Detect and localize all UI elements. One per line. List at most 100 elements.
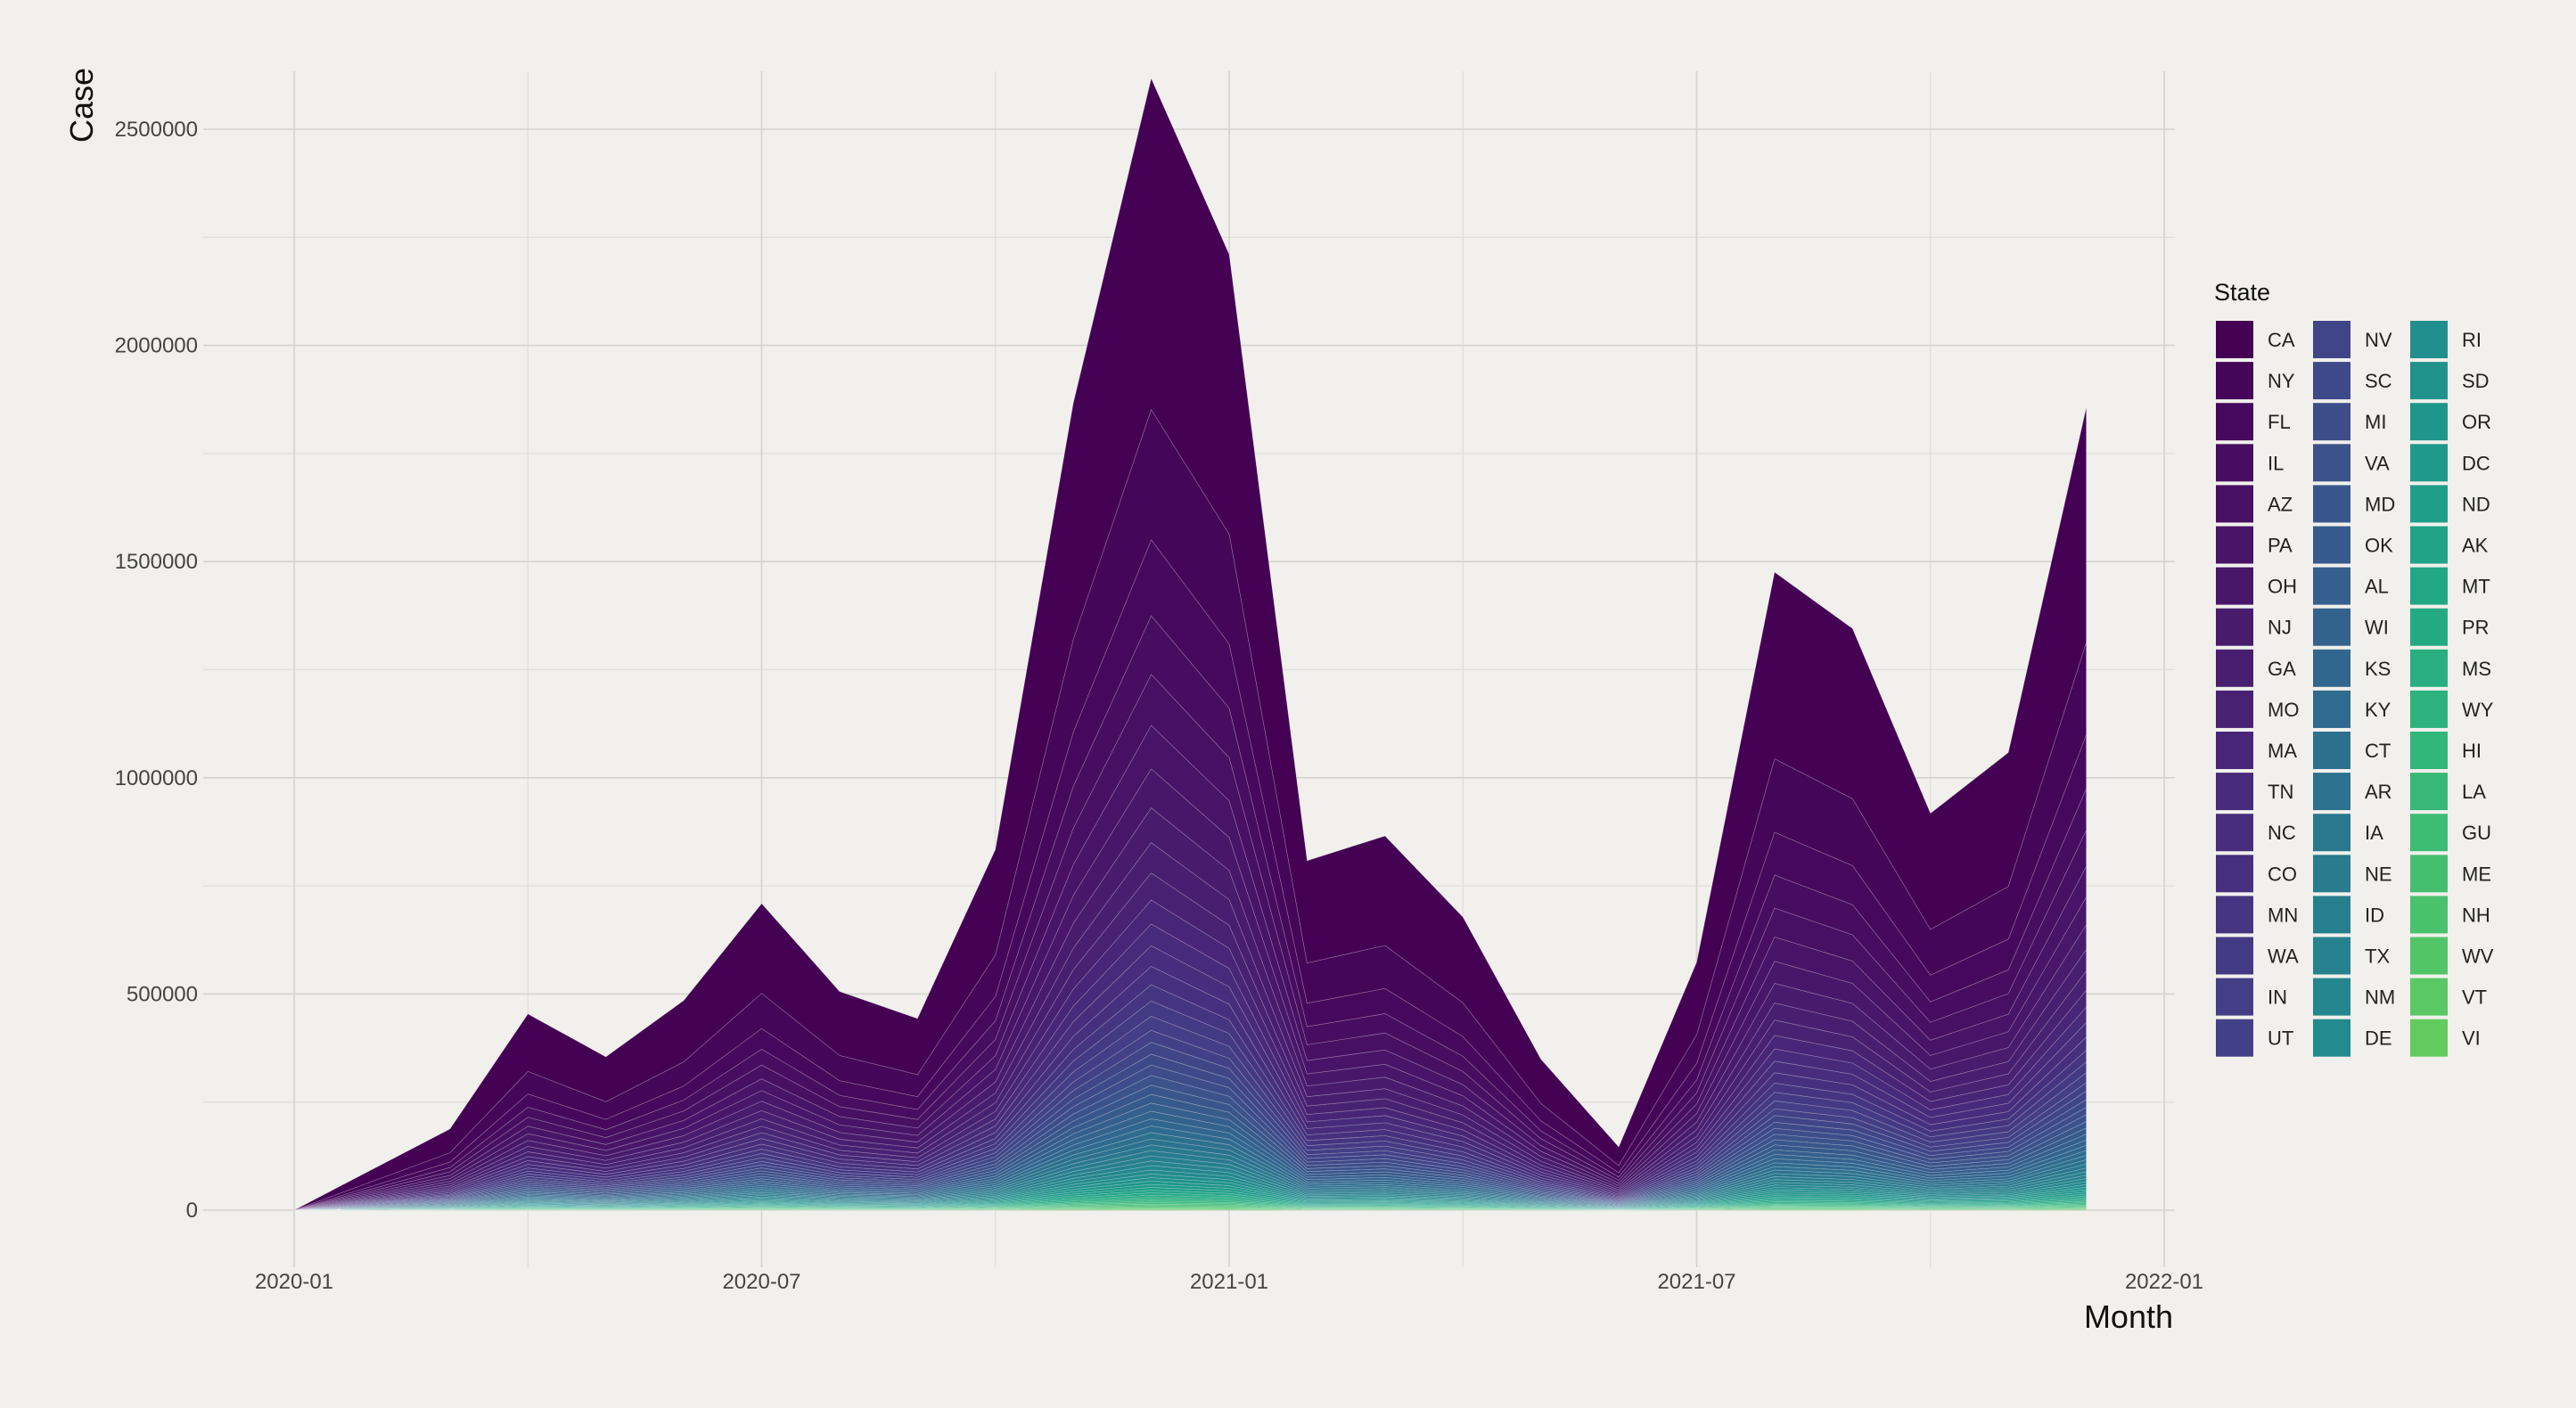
legend-key-nh [2410,896,2448,934]
legend-label-nc: NC [2268,822,2296,844]
area-ca [293,77,2087,1211]
legend-key-dc [2410,444,2448,482]
legend-label-vi: VI [2462,1027,2481,1050]
legend-label-oh: OH [2268,576,2297,598]
legend-key-ri [2410,321,2448,358]
area-hi [293,1200,2087,1211]
legend-label-la: LA [2462,781,2486,803]
legend-key-sc [2313,362,2350,400]
stacked-areas [293,77,2087,1211]
legend-key-gu [2410,814,2448,852]
area-ri [293,1173,2087,1211]
area-sd [293,1177,2087,1211]
y-tick-label: 0 [186,1199,198,1223]
legend-label-wa: WA [2268,945,2299,968]
legend-key-or [2410,403,2448,441]
area-ms [293,1197,2087,1211]
legend-key-wi [2313,608,2350,646]
legend-key-wy [2410,690,2448,728]
area-nc [293,945,2087,1211]
legend-label-ma: MA [2268,740,2297,762]
legend-key-mn [2216,896,2253,934]
area-al [293,1102,2087,1211]
legend-key-ct [2313,732,2350,769]
area-vi [293,1208,2087,1211]
area-ky [293,1126,2087,1211]
legend-label-sd: SD [2462,370,2490,392]
area-pa [293,724,2087,1211]
legend-key-sd [2410,362,2448,400]
y-axis-title: Case [63,68,100,143]
legend-label-mo: MO [2268,699,2299,721]
legend-key-ia [2313,814,2350,852]
legend-key-il [2216,444,2253,482]
legend-label-id: ID [2365,904,2384,926]
legend-key-tn [2216,773,2253,811]
legend-key-nc [2216,814,2253,852]
legend-label-ct: CT [2365,740,2391,762]
area-ne [293,1150,2087,1211]
legend-key-ky [2313,690,2350,728]
area-wy [293,1199,2087,1211]
legend-key-id [2313,896,2350,934]
legend-label-fl: FL [2268,411,2291,433]
legend-label-hi: HI [2462,740,2482,762]
legend-label-wv: WV [2462,945,2494,968]
legend-label-ms: MS [2462,658,2491,680]
legend-label-dc: DC [2462,452,2490,474]
legend-label-az: AZ [2268,493,2293,515]
legend-label-ks: KS [2365,658,2391,680]
legend-key-oh [2216,567,2253,605]
legend-key-al [2313,567,2350,605]
legend-key-de [2313,1019,2350,1057]
area-de [293,1169,2087,1211]
x-tick-label: 2020-01 [255,1270,333,1294]
legend-label-md: MD [2365,493,2395,515]
legend-label-pa: PA [2268,535,2293,557]
legend-label-co: CO [2268,863,2297,885]
x-tick-label: 2021-07 [1657,1270,1735,1294]
legend-label-in: IN [2268,986,2287,1009]
legend-key-ga [2216,649,2253,687]
legend-label-mn: MN [2268,904,2298,926]
legend-label-ga: GA [2268,658,2296,680]
legend-label-ia: IA [2365,822,2383,844]
legend-key-wa [2216,937,2253,975]
legend-key-tx [2313,937,2350,975]
legend-label-tn: TN [2268,781,2293,803]
y-tick-label: 2500000 [115,118,198,142]
area-ks [293,1118,2087,1211]
x-axis-ticks: 2020-01 2020-07 2021-01 2021-07 2022-01 [255,1270,2203,1294]
legend-label-pr: PR [2462,617,2490,639]
legend-key-ny [2216,362,2253,400]
legend-label-de: DE [2365,1027,2392,1050]
legend-key-nj [2216,608,2253,646]
legend-key-nv [2313,321,2350,358]
y-axis-ticks: 0 500000 1000000 1500000 2000000 2500000 [115,118,198,1223]
legend-key-in [2216,978,2253,1016]
y-tick-label: 2000000 [115,334,198,358]
area-ga [293,841,2087,1211]
legend-key-mo [2216,690,2253,728]
y-tick-label: 500000 [127,982,198,1006]
legend-key-ne [2313,855,2350,893]
legend-label-ar: AR [2365,781,2392,803]
area-vt [293,1207,2087,1211]
area-ia [293,1144,2087,1211]
legend-key-ma [2216,732,2253,769]
legend-label-sc: SC [2365,370,2392,392]
legend-key-vi [2410,1019,2448,1057]
legend-key-ok [2313,526,2350,564]
area-in [293,1015,2087,1211]
legend-label-ut: UT [2268,1027,2293,1050]
legend-key-la [2410,773,2448,811]
legend-key-me [2410,855,2448,893]
legend-key-ca [2216,321,2253,358]
legend-label-ri: RI [2462,329,2482,351]
legend-label-wy: WY [2462,699,2494,721]
legend-label-ne: NE [2365,863,2392,885]
legend-label-nv: NV [2365,329,2392,351]
legend-label-me: ME [2462,863,2491,885]
legend-key-fl [2216,403,2253,441]
